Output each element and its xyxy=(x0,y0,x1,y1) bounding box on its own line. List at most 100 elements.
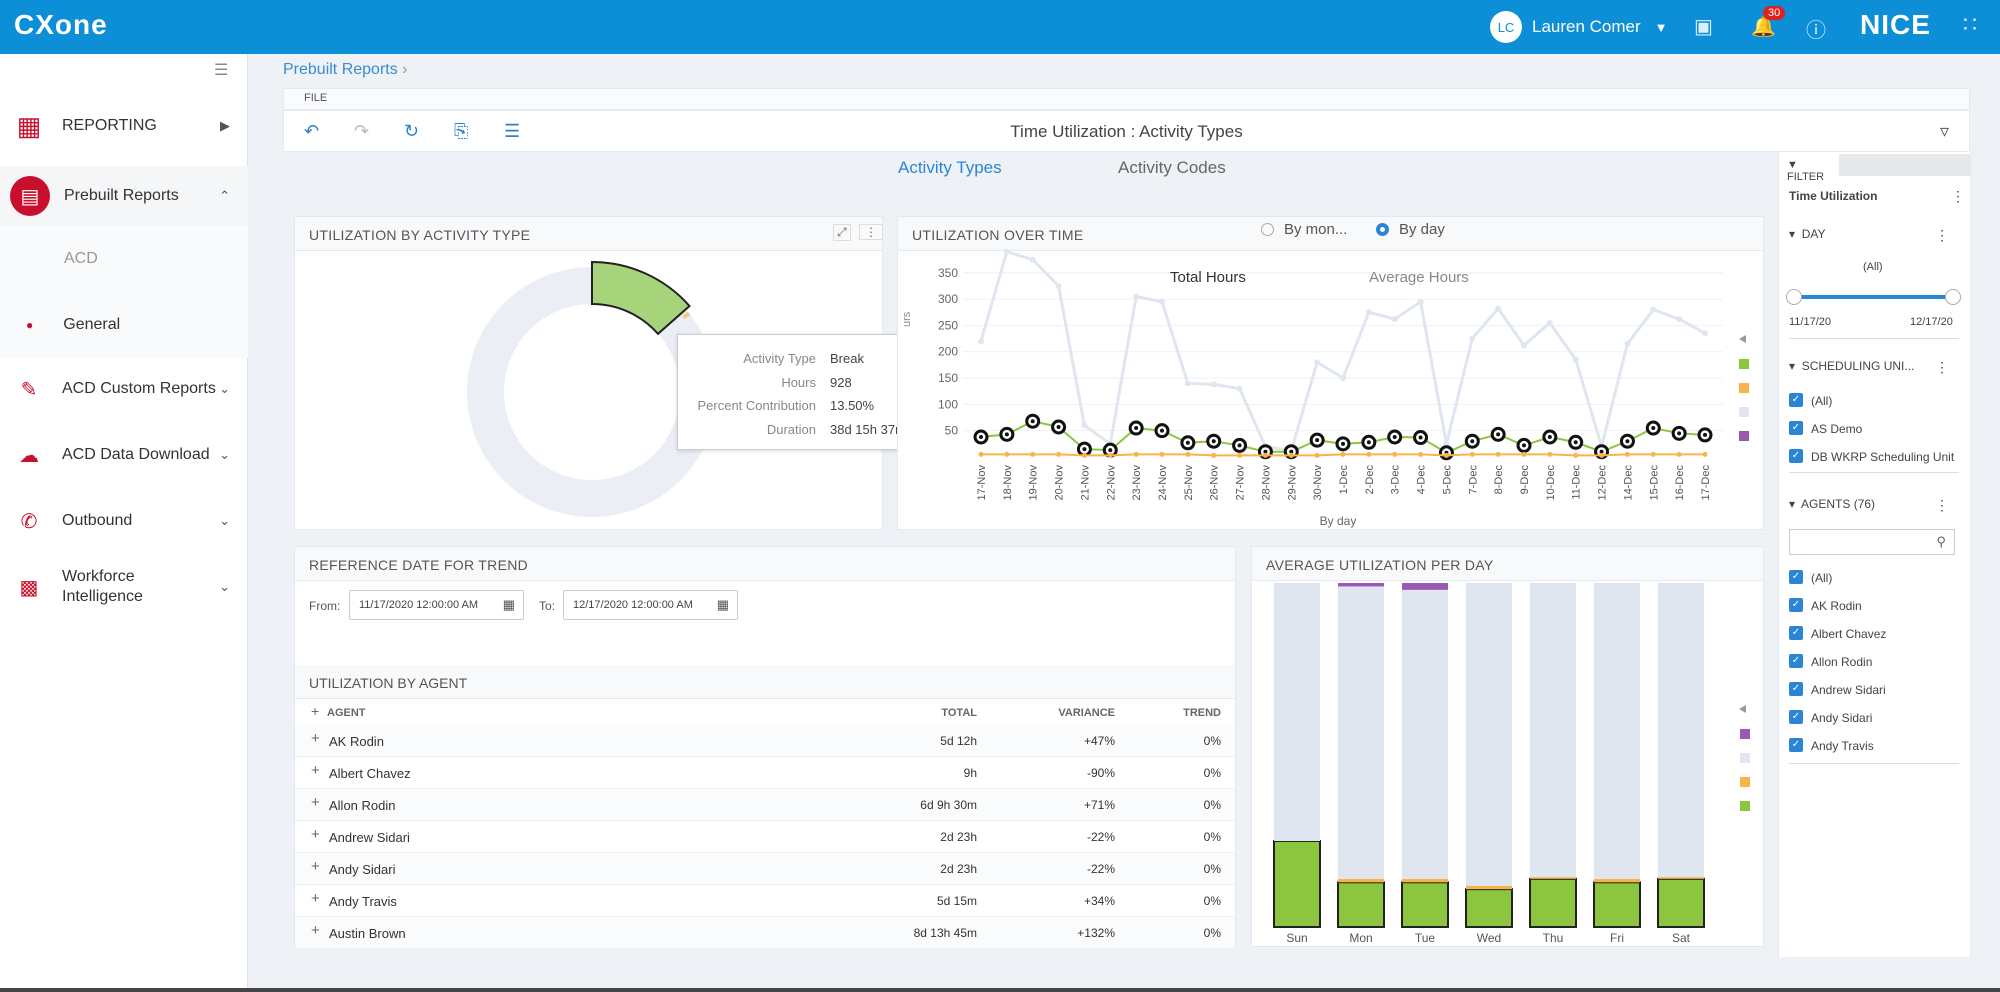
bar-segment xyxy=(1530,583,1576,878)
list-icon[interactable]: ☰ xyxy=(504,121,521,141)
data-point xyxy=(1211,452,1217,458)
sidebar-item-acd[interactable]: ACD xyxy=(0,226,248,292)
user-menu[interactable]: LC Lauren Comer ▼ xyxy=(1490,10,1668,44)
checkbox-checked-icon[interactable]: ✓ xyxy=(1789,449,1803,463)
table-row[interactable]: + Austin Brown 8d 13h 45m +132% 0% xyxy=(295,917,1235,949)
export-icon[interactable]: ⎘ xyxy=(454,121,469,141)
active-dot-icon: ● xyxy=(26,318,34,332)
presentation-icon[interactable]: ▣ xyxy=(1694,16,1713,38)
bar-segment xyxy=(1401,881,1449,928)
table-row[interactable]: + AK Rodin 5d 12h +47% 0% xyxy=(295,725,1235,757)
table-row[interactable]: + Albert Chavez 9h -90% 0% xyxy=(295,757,1235,789)
tab-activity-types[interactable]: Activity Types xyxy=(898,158,1002,177)
column-header-trend[interactable]: TREND xyxy=(1183,707,1221,719)
scheduling-unit-section-toggle[interactable]: ▾ SCHEDULING UNI... xyxy=(1789,359,1915,373)
checkbox-checked-icon[interactable]: ✓ xyxy=(1789,654,1803,668)
expand-row-icon[interactable]: + xyxy=(311,826,320,843)
bar-segment xyxy=(1402,589,1448,879)
help-icon[interactable]: ⓘ xyxy=(1806,20,1826,42)
x-tick-label: Thu xyxy=(1543,931,1564,945)
slider-end-handle[interactable] xyxy=(1945,289,1961,305)
agent-table-body: + AK Rodin 5d 12h +47% 0% + Albert Chavez 9h -90… xyxy=(295,725,1235,949)
sidebar-item-acd-custom-reports[interactable]: ✎ ACD Custom Reports ⌄ xyxy=(0,358,248,420)
filter-icon[interactable]: ▿ xyxy=(1939,121,1949,141)
from-date-input[interactable]: 11/17/2020 12:00:00 AM ▦ xyxy=(349,590,524,620)
radio-by-day[interactable]: By day xyxy=(1376,221,1445,238)
expand-row-icon[interactable]: + xyxy=(311,922,320,939)
expand-all-icon[interactable]: + xyxy=(311,703,320,719)
refresh-icon[interactable]: ↻ xyxy=(404,121,420,141)
expand-icon[interactable]: ⤢ xyxy=(833,224,851,241)
collapse-sidebar-icon[interactable]: ☰ xyxy=(214,62,229,79)
sidebar-item-prebuilt-reports[interactable]: ▤ Prebuilt Reports ⌃ xyxy=(0,166,248,226)
utilization-by-activity-type-panel: UTILIZATION BY ACTIVITY TYPE ⤢ ⋮ Activit… xyxy=(294,216,921,530)
x-tick-label: 21-Nov xyxy=(1079,465,1091,501)
checkbox-checked-icon[interactable]: ✓ xyxy=(1789,682,1803,696)
expand-row-icon[interactable]: + xyxy=(311,730,320,747)
filter-tab[interactable]: ▼ FILTER xyxy=(1779,154,1839,183)
x-tick-label: 14-Dec xyxy=(1622,465,1634,501)
x-tick-label: 3-Dec xyxy=(1390,465,1402,495)
legend-collapse-icon xyxy=(1739,705,1746,713)
breadcrumb-link[interactable]: Prebuilt Reports xyxy=(283,61,398,78)
expand-row-icon[interactable]: + xyxy=(311,762,320,779)
cxone-logo[interactable]: CXone xyxy=(14,9,108,40)
redo-icon[interactable]: ↷ xyxy=(354,121,370,141)
sidebar-item-reporting[interactable]: ▦ REPORTING ▶ xyxy=(0,104,248,148)
expand-row-icon[interactable]: + xyxy=(311,794,320,811)
filter-title: Time Utilization xyxy=(1789,189,1878,203)
legend-swatch xyxy=(1740,729,1750,739)
table-row[interactable]: + Andy Travis 5d 15m +34% 0% xyxy=(295,885,1235,917)
slider-start-handle[interactable] xyxy=(1786,289,1802,305)
chip-icon: ▩ xyxy=(19,576,39,599)
more-options-icon[interactable]: ⋮ xyxy=(1935,359,1949,375)
more-options-icon[interactable]: ⋮ xyxy=(859,224,883,240)
to-date-input[interactable]: 12/17/2020 12:00:00 AM ▦ xyxy=(563,590,738,620)
date-range-slider[interactable] xyxy=(1793,295,1953,299)
checkbox-checked-icon[interactable]: ✓ xyxy=(1789,570,1803,584)
table-row[interactable]: + Andrew Sidari 2d 23h -22% 0% xyxy=(295,821,1235,853)
sidebar-item-outbound[interactable]: ✆ Outbound ⌄ xyxy=(0,490,248,552)
column-header-variance[interactable]: VARIANCE xyxy=(1058,707,1115,719)
more-options-icon[interactable]: ⋮ xyxy=(1935,227,1949,243)
checkbox-checked-icon[interactable]: ✓ xyxy=(1789,626,1803,640)
x-tick-label: 29-Nov xyxy=(1286,465,1298,501)
column-header-total[interactable]: TOTAL xyxy=(941,707,977,719)
sidebar-item-acd-data-download[interactable]: ☁ ACD Data Download ⌄ xyxy=(0,424,248,486)
radio-by-month[interactable]: By mon... xyxy=(1261,221,1347,238)
data-point xyxy=(1056,451,1062,457)
agents-section-toggle[interactable]: ▾ AGENTS (76) xyxy=(1789,497,1876,511)
sidebar-item-workforce-intelligence[interactable]: ▩ Workforce Intelligence ⌄ xyxy=(0,556,248,618)
apps-grid-icon[interactable]: ∷ xyxy=(1963,12,1977,37)
table-row[interactable]: + Allon Rodin 6d 9h 30m +71% 0% xyxy=(295,789,1235,821)
column-header-agent[interactable]: AGENT xyxy=(327,707,366,719)
checkbox-checked-icon[interactable]: ✓ xyxy=(1789,393,1803,407)
y-tick-label: 300 xyxy=(938,292,958,306)
checkbox-checked-icon[interactable]: ✓ xyxy=(1789,421,1803,435)
bell-icon[interactable]: 🔔 xyxy=(1751,16,1776,38)
more-options-icon[interactable]: ⋮ xyxy=(1951,188,1965,204)
legend-collapse-icon xyxy=(1739,335,1746,343)
table-row[interactable]: + Andy Sidari 2d 23h -22% 0% xyxy=(295,853,1235,885)
checkbox-checked-icon[interactable]: ✓ xyxy=(1789,598,1803,612)
sidebar-item-label: ACD xyxy=(64,250,98,267)
agent-search-input[interactable]: ⚲ xyxy=(1789,529,1955,555)
agent-name: AK Rodin xyxy=(329,734,384,749)
expand-row-icon[interactable]: + xyxy=(311,858,320,875)
undo-icon[interactable]: ↶ xyxy=(304,121,320,141)
more-options-icon[interactable]: ⋮ xyxy=(1935,497,1949,513)
sidebar-item-general[interactable]: ● General xyxy=(0,292,248,358)
data-point xyxy=(1340,451,1346,457)
checkbox-checked-icon[interactable]: ✓ xyxy=(1789,738,1803,752)
calendar-icon[interactable]: ▦ xyxy=(502,597,515,612)
search-icon[interactable]: ⚲ xyxy=(1936,534,1946,549)
expand-row-icon[interactable]: + xyxy=(311,890,320,907)
file-menu[interactable]: FILE xyxy=(304,92,328,104)
tab-activity-codes[interactable]: Activity Codes xyxy=(1118,158,1226,177)
legend-swatch xyxy=(1739,431,1749,441)
data-point-center xyxy=(1625,439,1630,444)
breadcrumb[interactable]: Prebuilt Reports › xyxy=(283,61,408,79)
checkbox-checked-icon[interactable]: ✓ xyxy=(1789,710,1803,724)
day-section-toggle[interactable]: ▾ DAY xyxy=(1789,227,1826,241)
calendar-icon[interactable]: ▦ xyxy=(716,597,729,612)
